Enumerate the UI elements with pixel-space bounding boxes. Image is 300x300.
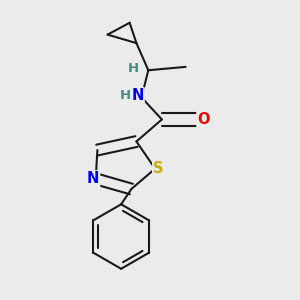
Text: N: N (131, 88, 144, 103)
Text: H: H (128, 62, 139, 75)
Text: O: O (197, 112, 210, 127)
Text: S: S (153, 161, 164, 176)
Text: H: H (120, 89, 131, 102)
Text: N: N (87, 171, 99, 186)
